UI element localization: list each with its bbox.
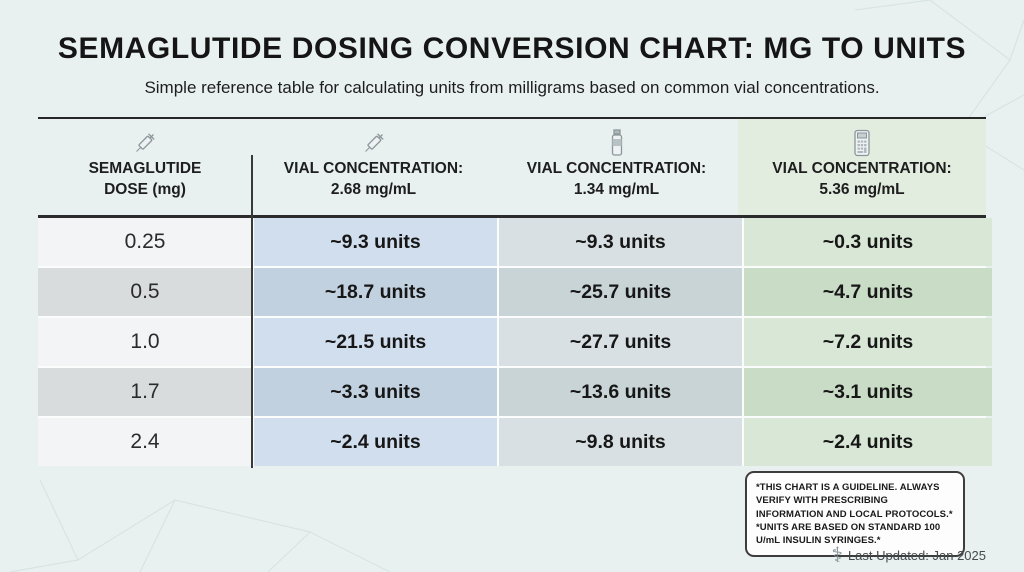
caduceus-icon: ⚕ (831, 544, 843, 567)
cell-dose: 0.5 (38, 268, 252, 316)
cell-units-268: ~2.4 units (254, 418, 497, 466)
syringe-icon (359, 128, 389, 158)
cell-units-536: ~2.4 units (744, 418, 992, 466)
calculator-icon (847, 128, 877, 158)
header-conc-268-line1: VIAL CONCENTRATION: (283, 160, 464, 177)
cell-units-134: ~13.6 units (499, 368, 742, 416)
header-dose-line1: SEMAGLUTIDE (88, 160, 202, 177)
cell-units-134: ~27.7 units (499, 318, 742, 366)
cell-units-536: ~4.7 units (744, 268, 992, 316)
last-updated-text: Last Updated: Jan 2025 (847, 548, 986, 563)
page-title: SEMAGLUTIDE DOSING CONVERSION CHART: MG … (57, 32, 967, 65)
cell-units-134: ~25.7 units (499, 268, 742, 316)
header-conc-134-line1: VIAL CONCENTRATION: (526, 160, 707, 177)
disclaimer-note-box: *THIS CHART IS A GUIDELINE. ALWAYS VERIF… (745, 471, 965, 558)
cell-dose: 2.4 (38, 418, 252, 466)
cell-units-134: ~9.3 units (499, 218, 742, 266)
cell-units-536: ~0.3 units (744, 218, 992, 266)
header-conc-536-line2: 5.36 mg/mL (819, 181, 905, 199)
cell-units-268: ~9.3 units (254, 218, 497, 266)
cell-units-268: ~3.3 units (254, 368, 497, 416)
header-conc-536: VIAL CONCENTRATION: 5.36 mg/mL (738, 119, 986, 215)
disclaimer-line-2: *UNITS ARE BASED ON STANDARD 100 U/mL IN… (756, 521, 941, 547)
header-conc-134: VIAL CONCENTRATION: 1.34 mg/mL (495, 119, 738, 215)
cell-units-134: ~9.8 units (499, 418, 742, 466)
conversion-table: SEMAGLUTIDE DOSE (mg) VIAL CONCENTRATION… (38, 119, 992, 468)
cell-dose: 0.25 (38, 218, 252, 266)
cell-units-268: ~21.5 units (254, 318, 497, 366)
table-header-row: SEMAGLUTIDE DOSE (mg) VIAL CONCENTRATION… (38, 119, 986, 218)
header-conc-268-line2: 2.68 mg/mL (330, 181, 417, 199)
vial-icon (602, 128, 632, 158)
cell-units-268: ~18.7 units (254, 268, 497, 316)
page-subtitle: Simple reference table for calculating u… (144, 78, 880, 97)
disclaimer-line-1: *THIS CHART IS A GUIDELINE. ALWAYS VERIF… (756, 482, 953, 520)
header-conc-536-line1: VIAL CONCENTRATION: (772, 160, 952, 177)
header-conc-268: VIAL CONCENTRATION: 2.68 mg/mL (252, 119, 495, 215)
cell-dose: 1.0 (38, 318, 252, 366)
footer-last-updated: ⚕ Last Updated: Jan 2025 (832, 545, 986, 566)
header-dose: SEMAGLUTIDE DOSE (mg) (38, 119, 252, 215)
header-dose-line2: DOSE (mg) (104, 181, 186, 199)
cell-units-536: ~3.1 units (744, 368, 992, 416)
table-body: 0.25 ~9.3 units ~9.3 units ~0.3 units 0.… (38, 218, 992, 466)
header-conc-134-line2: 1.34 mg/mL (573, 181, 660, 199)
divider-rule (38, 117, 986, 119)
cell-dose: 1.7 (38, 368, 252, 416)
syringe-icon (130, 128, 160, 158)
column-divider-line (251, 155, 253, 468)
cell-units-536: ~7.2 units (744, 318, 992, 366)
